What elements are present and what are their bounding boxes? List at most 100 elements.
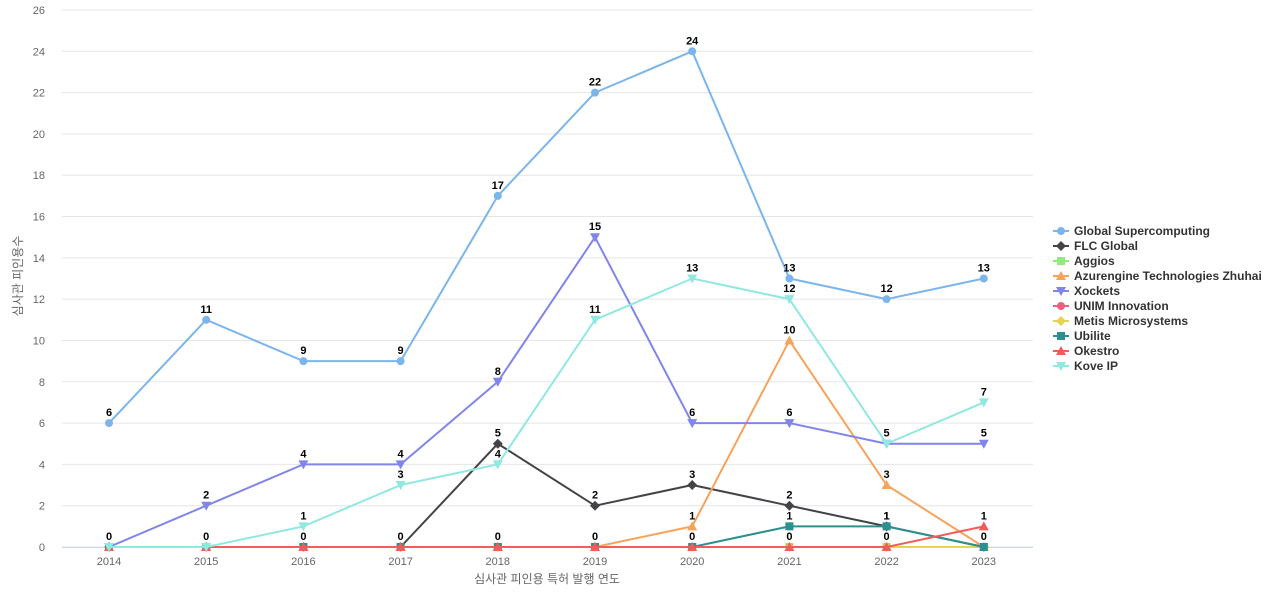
y-tick-label: 12: [33, 294, 45, 306]
data-label: 1: [786, 510, 792, 522]
series-line-azurengine-technologies-zhuhai: [109, 339, 985, 548]
data-point: [882, 522, 891, 531]
data-point: [492, 460, 503, 470]
data-label: 5: [981, 428, 987, 440]
data-point: [395, 481, 406, 491]
data-point: [688, 47, 697, 56]
data-label: 2: [786, 490, 792, 502]
data-point: [298, 522, 309, 532]
legend-marker: [1056, 346, 1066, 355]
legend-label: Ubilite: [1074, 329, 1111, 343]
data-point: [784, 542, 795, 551]
data-label: 0: [203, 531, 209, 543]
y-axis-title: 심사관 피인용수: [11, 236, 25, 317]
data-label: 6: [689, 407, 695, 419]
x-tick-label: 2018: [486, 556, 510, 568]
data-point: [590, 542, 600, 551]
legend-marker: [1056, 241, 1066, 251]
series: [104, 47, 989, 552]
data-label: 0: [398, 531, 404, 543]
data-point: [687, 542, 698, 551]
data-label: 15: [589, 221, 601, 233]
x-axis-title: 심사관 피인용 특허 발행 연도: [474, 571, 620, 586]
data-label: 8: [495, 366, 501, 378]
y-tick-label: 2: [39, 501, 45, 513]
data-point: [298, 460, 309, 470]
legend-label: Global Supercomputing: [1074, 224, 1210, 238]
legend-marker: [1057, 227, 1065, 235]
series-line-xockets: [108, 236, 984, 548]
series-flc-global: [104, 438, 989, 552]
x-tick-label: 2023: [972, 556, 996, 568]
data-point: [784, 335, 795, 345]
data-label: 4: [495, 448, 502, 460]
data-label: 12: [880, 283, 892, 295]
legend-item-ubilite[interactable]: Ubilite: [1053, 329, 1111, 343]
data-label: 5: [884, 428, 890, 440]
legend-item-metis-microsystems[interactable]: Metis Microsystems: [1053, 314, 1188, 328]
legend-item-global-supercomputing[interactable]: Global Supercomputing: [1053, 224, 1210, 238]
legend-item-aggios[interactable]: Aggios: [1053, 254, 1115, 268]
data-point: [979, 543, 988, 551]
data-point: [784, 295, 795, 305]
data-point: [785, 274, 794, 283]
data-point: [882, 295, 891, 304]
series-line-okestro: [109, 525, 985, 548]
data-label: 0: [884, 531, 890, 543]
data-label: 2: [203, 490, 209, 502]
data-label: 10: [783, 324, 795, 336]
legend-marker: [1056, 316, 1066, 326]
legend-label: Azurengine Technologies Zhuhai: [1074, 269, 1262, 283]
data-point: [395, 542, 406, 551]
series-line-global-supercomputing: [108, 50, 985, 424]
y-tick-label: 4: [39, 459, 45, 471]
data-label: 24: [686, 35, 699, 47]
legend-marker: [1057, 302, 1065, 310]
data-point: [881, 480, 892, 490]
y-tick-label: 22: [33, 88, 45, 100]
data-label: 22: [589, 77, 601, 89]
data-point: [979, 274, 988, 283]
legend-item-okestro[interactable]: Okestro: [1053, 344, 1119, 358]
y-tick-label: 20: [33, 129, 45, 141]
data-point: [687, 274, 698, 284]
y-tick-label: 6: [39, 418, 45, 430]
data-label: 0: [786, 531, 792, 543]
data-label: 11: [589, 304, 601, 316]
data-label: 3: [884, 469, 890, 481]
legend-label: FLC Global: [1074, 239, 1138, 253]
legend-item-unim-innovation[interactable]: UNIM Innovation: [1053, 299, 1169, 313]
legend-item-xockets[interactable]: Xockets: [1053, 284, 1120, 298]
legend-marker: [1056, 287, 1066, 296]
data-label: 0: [689, 531, 695, 543]
x-tick-label: 2017: [388, 556, 412, 568]
data-point: [687, 521, 698, 531]
data-point: [104, 543, 114, 552]
data-label: 13: [686, 263, 698, 275]
data-point: [591, 88, 599, 97]
data-point: [978, 521, 989, 531]
data-label: 4: [300, 448, 307, 460]
data-point: [590, 500, 600, 511]
legend-marker: [1057, 332, 1065, 340]
legend-label: Kove IP: [1074, 359, 1118, 373]
legend-marker: [1057, 257, 1065, 265]
x-tick-label: 2022: [874, 556, 898, 568]
data-point: [202, 315, 211, 324]
legend-item-azurengine-technologies-zhuhai[interactable]: Azurengine Technologies Zhuhai: [1053, 269, 1262, 283]
data-point: [105, 419, 113, 428]
data-label: 0: [981, 531, 987, 543]
data-label: 2: [592, 490, 598, 502]
y-tick-label: 8: [39, 377, 45, 389]
data-point: [784, 419, 795, 429]
data-point: [298, 542, 309, 551]
series-kove-ip: [104, 274, 989, 552]
data-label: 9: [300, 345, 306, 357]
legend-item-kove-ip[interactable]: Kove IP: [1053, 359, 1118, 373]
legend-item-flc-global[interactable]: FLC Global: [1053, 239, 1138, 253]
